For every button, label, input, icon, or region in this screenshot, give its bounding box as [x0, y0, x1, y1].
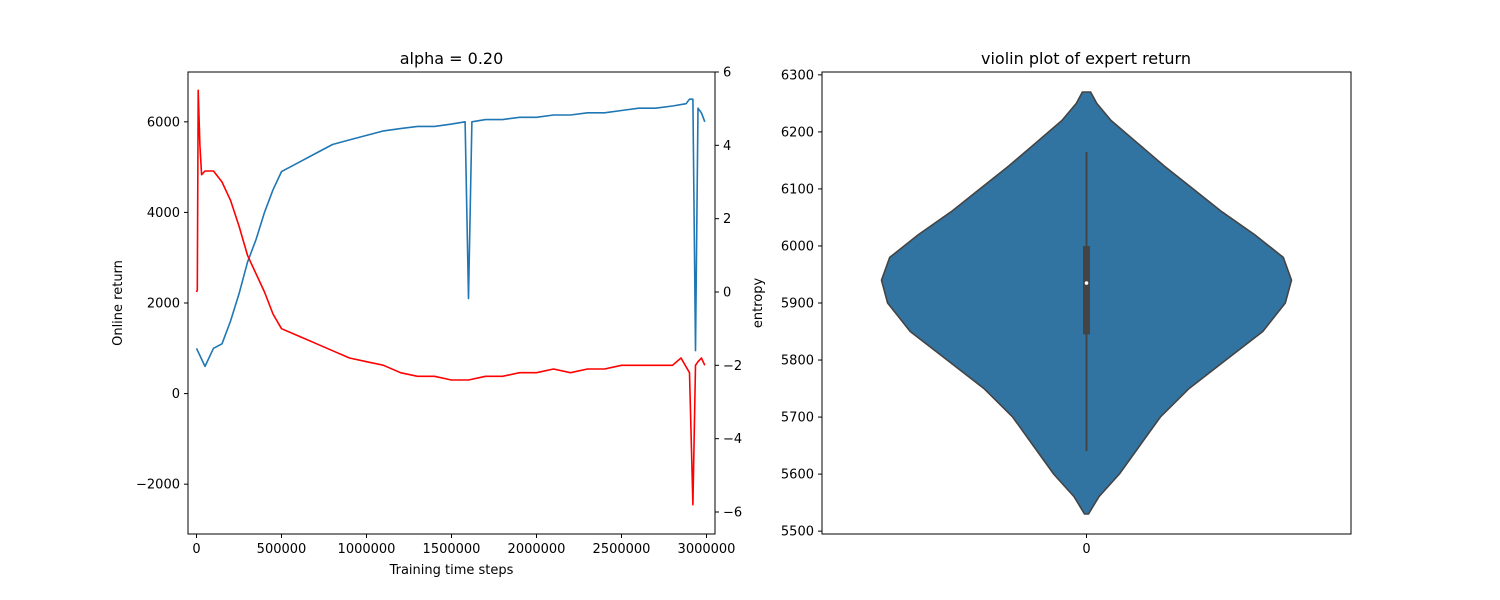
training-chart: alpha = 0.20 0 500000 1000000 1500000 200000… [111, 49, 766, 578]
violin-x-tick-label: 0 [1082, 542, 1090, 557]
violin-y-tick-label: 5700 [781, 411, 814, 426]
x-tick-label: 1000000 [338, 542, 396, 557]
x-tick-label: 0 [192, 542, 200, 557]
x-tick-label: 2500000 [593, 542, 651, 557]
violin-y-tick-label: 5900 [781, 297, 814, 312]
training-y-ticks: −2000 0 2000 4000 6000 [136, 115, 188, 493]
y2-tick-label: −2 [723, 359, 742, 374]
y-tick-label: 2000 [147, 297, 180, 312]
violin-y-tick-label: 6000 [781, 239, 814, 254]
y-tick-label: 6000 [147, 115, 180, 130]
violin-y-tick-label: 6200 [781, 125, 814, 140]
x-tick-label: 3000000 [678, 542, 736, 557]
x-tick-label: 1500000 [423, 542, 481, 557]
y2-tick-label: −4 [723, 432, 742, 447]
y-tick-label: 0 [172, 387, 180, 402]
violin-median-dot [1084, 281, 1089, 285]
training-x-axis-label: Training time steps [389, 563, 514, 578]
training-y2-ticks: −6 −4 −2 0 2 4 6 [715, 66, 742, 521]
violin-chart-title: violin plot of expert return [981, 49, 1191, 68]
training-x-ticks: 0 500000 1000000 1500000 2000000 2500000 30000… [192, 534, 735, 557]
training-y-axis-label: Online return [111, 260, 126, 346]
x-tick-label: 500000 [257, 542, 307, 557]
violin-chart: violin plot of expert return 5500 5600 570… [781, 49, 1352, 557]
training-chart-title: alpha = 0.20 [400, 49, 504, 68]
y2-tick-label: 4 [723, 139, 731, 154]
violin-y-tick-label: 5500 [781, 525, 814, 540]
return-line [195, 98, 706, 368]
violin-y-ticks: 5500 5600 5700 5800 5900 6000 6100 6200 6300 [781, 68, 822, 540]
violin-y-tick-label: 5600 [781, 468, 814, 483]
y2-tick-label: 2 [723, 212, 731, 227]
violin-y-tick-label: 6100 [781, 182, 814, 197]
violin-y-tick-label: 6300 [781, 68, 814, 83]
x-tick-label: 2000000 [508, 542, 566, 557]
entropy-line [195, 89, 706, 506]
y2-tick-label: −6 [723, 506, 742, 521]
y-tick-label: 4000 [147, 206, 180, 221]
training-series-group [195, 89, 706, 506]
violin-x-ticks: 0 [1082, 534, 1091, 557]
training-y2-axis-label: entropy [751, 278, 766, 329]
training-plot-frame [187, 71, 716, 535]
y-tick-label: −2000 [136, 478, 180, 493]
y2-tick-label: 0 [723, 286, 731, 301]
y2-tick-label: 6 [723, 66, 731, 81]
violin-y-tick-label: 5800 [781, 354, 814, 369]
violin-quartile-box [1083, 245, 1090, 335]
violin-group [880, 91, 1293, 515]
